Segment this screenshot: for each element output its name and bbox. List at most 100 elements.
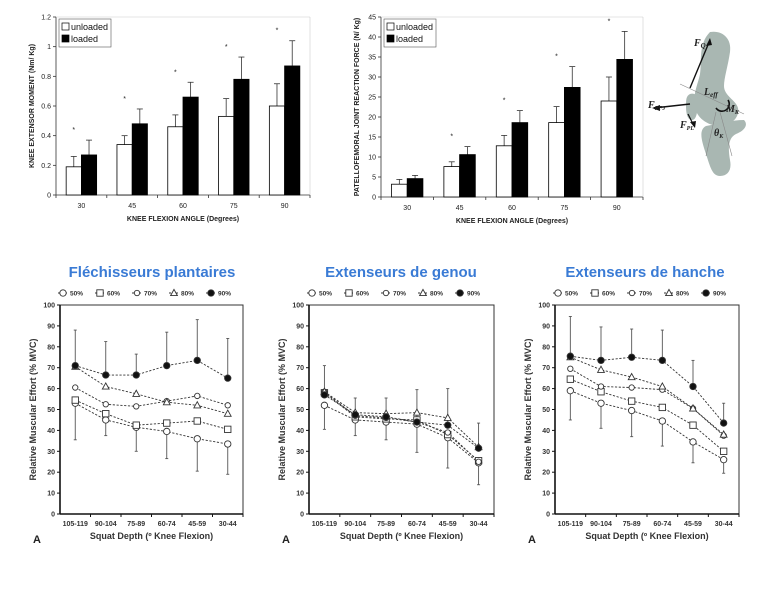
significance-star: * (276, 28, 279, 35)
y-tick-label: 0 (300, 512, 304, 519)
significance-star: * (72, 127, 75, 134)
y-tick-label: 20 (542, 470, 550, 477)
y-tick-label: 30 (542, 449, 550, 456)
series-line-90% (75, 359, 228, 379)
marker-triangle-open (443, 413, 452, 421)
x-tick-label: 105-119 (63, 521, 88, 528)
legend-label-60%: 60% (602, 291, 615, 298)
x-tick-label: 60-74 (653, 521, 671, 528)
x-tick-label: 75-89 (623, 521, 641, 528)
marker-square-open (720, 447, 728, 455)
x-tick-label: 105-119 (312, 521, 337, 528)
marker-triangle-open (688, 403, 698, 412)
x-tick-label: 90 (613, 205, 621, 212)
legend-swatch-unloaded (61, 22, 70, 31)
x-axis-label: Squat Depth (º Knee Flexion) (340, 531, 463, 541)
y-tick-label: 70 (47, 365, 55, 372)
y-axis-label: Relative Muscular Effort (% MVC) (523, 338, 533, 480)
marker-diamond-open (133, 403, 140, 410)
y-tick-label: 30 (368, 75, 376, 82)
marker-circle-filled (224, 374, 232, 382)
patellofemoral-force-chart: 0 5 10 15 20 25 30 35 40 45 30 45 * 60 * 75 * 90 * unloaded… (354, 15, 644, 225)
x-tick-label: 75-89 (377, 521, 395, 528)
y-tick-label: 10 (47, 491, 55, 498)
marker-triangle-open (412, 408, 422, 416)
significance-star: * (225, 44, 228, 51)
x-tick-label: 90-104 (344, 521, 366, 528)
marker-circle-open (102, 416, 110, 424)
fpl-label: FPL (679, 120, 694, 132)
legend-label-80%: 80% (181, 291, 194, 298)
fpl-arrowhead (690, 121, 696, 128)
patella-shape (686, 93, 699, 120)
marker-square-open (71, 396, 79, 404)
y-tick-label: 90 (47, 323, 55, 330)
marker-circle-open (59, 289, 67, 297)
marker-circle-filled (320, 391, 329, 399)
marker-circle-open (554, 289, 562, 297)
marker-triangle-open (223, 409, 232, 417)
bar-unloaded (116, 144, 133, 196)
marker-diamond-open (102, 401, 109, 408)
theta-line-1 (705, 111, 717, 157)
marker-circle-filled (597, 356, 605, 365)
femur-shape (694, 31, 739, 126)
moment-arrow (715, 99, 731, 112)
series-line-70% (75, 387, 228, 407)
plot-frame (59, 304, 244, 515)
y-tick-label: 70 (296, 365, 304, 372)
significance-star: * (450, 134, 453, 141)
legend-label-loaded: loaded (71, 34, 98, 44)
marker-triangle-open (596, 365, 606, 373)
theta-line-2 (719, 111, 733, 157)
y-tick-label: 0.6 (41, 104, 51, 111)
y-tick-label: 50 (542, 407, 550, 414)
plot-frame (308, 304, 495, 515)
marker-triangle-open (101, 381, 110, 390)
theta-label: θK (714, 128, 724, 140)
marker-circle-open (689, 438, 697, 446)
bar-loaded (563, 87, 581, 198)
panel-label: A (528, 534, 536, 546)
legend-label-70%: 70% (639, 291, 652, 298)
marker-circle-filled (413, 418, 421, 426)
y-tick-label: 1 (47, 44, 51, 51)
legend-label-50%: 50% (565, 291, 578, 298)
leff-label: Leff (703, 87, 718, 99)
legend-label-90%: 90% (713, 291, 726, 298)
marker-triangle-open (719, 430, 728, 438)
y-tick-label: 40 (47, 428, 55, 435)
marker-circle-open (163, 427, 171, 436)
series-line-60% (570, 378, 724, 452)
y-tick-label: 20 (296, 470, 304, 477)
y-tick-label: 0 (372, 195, 376, 202)
marker-triangle-open (658, 381, 667, 390)
fpfj-arrowhead (652, 105, 660, 111)
marker-diamond-open (382, 289, 390, 297)
significance-star: * (123, 96, 126, 103)
marker-circle-open (628, 406, 636, 415)
x-tick-label: 45-59 (188, 521, 206, 528)
y-tick-label: 80 (47, 344, 55, 351)
marker-circle-filled (102, 371, 110, 379)
y-tick-label: 50 (296, 407, 304, 414)
marker-diamond-open (628, 384, 635, 391)
y-tick-label: 0.2 (41, 163, 51, 170)
y-tick-label: 1.2 (41, 15, 51, 22)
bar-unloaded (167, 126, 184, 196)
legend-label-90%: 90% (218, 291, 231, 298)
marker-square-open (96, 289, 104, 297)
marker-diamond-open (194, 392, 201, 400)
marker-square-open (102, 410, 110, 418)
marker-circle-filled (382, 413, 390, 421)
chart-title: Fléchisseurs plantaires (69, 264, 236, 281)
series-line-90% (324, 394, 479, 449)
marker-diamond-open (567, 365, 574, 372)
marker-square-open (591, 289, 599, 297)
y-tick-label: 0 (51, 512, 55, 519)
marker-square-open (628, 397, 636, 405)
y-axis-label: PATELLOFEMORAL JOINT REACTION FORCE (N/ … (354, 18, 361, 197)
legend-label-90%: 90% (467, 291, 480, 298)
marker-circle-open (224, 440, 232, 448)
marker-diamond-open (628, 289, 636, 297)
